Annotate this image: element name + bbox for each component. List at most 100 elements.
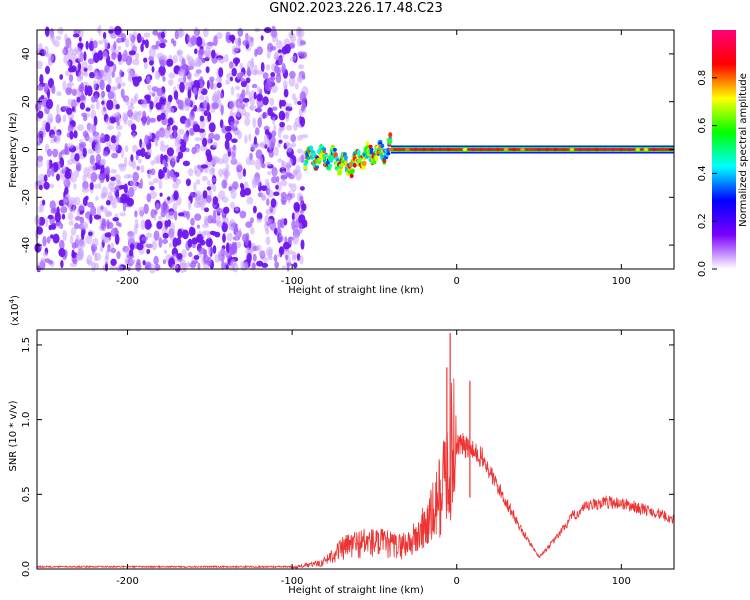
spectrogram-noise-cell: [268, 150, 274, 158]
spectrogram-noise-cell: [232, 263, 239, 273]
spectrogram-noise-cell: [201, 230, 206, 238]
spectrogram-noise-cell: [64, 194, 71, 203]
spectrogram-noise-cell: [281, 46, 288, 55]
spectrogram-noise-cell: [207, 41, 215, 47]
spectrogram-noise-cell: [155, 202, 160, 210]
spectrogram-noise-cell: [171, 263, 179, 270]
spectrogram-noise-cell: [277, 252, 281, 258]
spectrogram-noise-cell: [162, 259, 166, 265]
spectrogram-noise-cell: [256, 46, 263, 56]
spectrogram-signal-cell: [318, 157, 323, 162]
spectrogram-noise-cell: [163, 249, 168, 254]
spectrogram-noise-cell: [79, 102, 85, 110]
spectrogram-band-cell: [511, 147, 517, 152]
spectrogram-noise-cell: [128, 160, 134, 167]
spectrogram-noise-cell: [78, 36, 82, 42]
spectrogram-noise-cell: [55, 113, 61, 124]
spectrogram-noise-cell: [104, 39, 109, 48]
spectrogram-noise-cell: [110, 247, 117, 254]
snr-series: [36, 332, 675, 570]
spectrogram-noise-cell: [207, 111, 212, 123]
spectrogram-noise-cell: [120, 193, 128, 204]
spectrogram-noise-cell: [174, 210, 178, 221]
spectrogram-noise-cell: [278, 232, 283, 238]
spectrogram-signal-cell: [369, 147, 374, 152]
spectrogram-noise-cell: [68, 74, 74, 82]
spectrogram-noise-cell: [95, 100, 100, 110]
spectrogram-noise-cell: [120, 147, 124, 159]
spectrogram-noise-cell: [114, 233, 120, 245]
spectrogram-noise-cell: [297, 27, 302, 38]
spectrogram-noise-cell: [49, 32, 54, 41]
spectrogram-noise-cell: [122, 50, 128, 60]
spectrogram-noise-cell: [278, 139, 283, 144]
spectrogram-noise-cell: [79, 29, 84, 38]
spectrogram-noise-cell: [154, 209, 158, 216]
spectrogram-noise-cell: [231, 67, 237, 77]
spectrogram-noise-cell: [199, 76, 204, 86]
spectrogram-noise-cell: [146, 248, 151, 255]
spectrogram-noise-cell: [200, 144, 208, 152]
spectrogram-noise-cell: [166, 219, 172, 228]
spectrogram-noise-cell: [240, 80, 248, 88]
spectrogram-band-cell: [413, 147, 419, 152]
spectrogram-noise-cell: [110, 117, 116, 124]
spectrogram-noise-cell: [128, 249, 134, 257]
spectrogram-noise-cell: [252, 262, 256, 269]
spectrogram-noise-cell: [239, 210, 247, 219]
spectrogram-noise-cell: [105, 166, 110, 176]
spectrogram-noise-cell: [140, 165, 145, 173]
spectrogram-noise-cell: [260, 192, 266, 197]
spectrogram-noise-cell: [277, 127, 282, 138]
spectrogram-band-cell: [577, 147, 583, 152]
spectrogram-noise-cell: [285, 254, 289, 261]
spectrogram-noise-cell: [109, 180, 116, 186]
spectrogram-noise-cell: [210, 79, 214, 90]
spectrogram-noise-cell: [106, 219, 110, 230]
snr-panel: -200 -100 0 100 0.0 0.5 1.0 1.5 Height of stra…: [8, 295, 675, 596]
spectrogram-noise-cell: [116, 179, 122, 185]
spectrogram-noise-cell: [166, 105, 171, 114]
spectrogram-noise-cell: [190, 35, 197, 46]
spectrogram-noise-cell: [300, 239, 305, 250]
snr-y-ticks: 0.0 0.5 1.0 1.5: [21, 337, 674, 577]
spectrogram-noise-cell: [110, 176, 116, 181]
spectrogram-noise-cell: [61, 213, 66, 220]
spectrogram-noise-cell: [79, 224, 87, 230]
spectrogram-noise-cell: [192, 123, 201, 133]
spectrogram-noise-cell: [262, 72, 269, 80]
spectrogram-noise-cell: [187, 238, 193, 248]
spectrogram-signal-cell: [386, 152, 391, 156]
spectrogram-noise-cell: [194, 26, 199, 35]
spectrogram-noise-cell: [229, 100, 235, 111]
spectrogram-noise-cell: [134, 52, 140, 61]
spectrogram-noise-cell: [144, 134, 150, 146]
spectrogram-noise-cell: [236, 164, 243, 173]
spectrogram-x-tick-label: 0: [454, 276, 460, 287]
spectrogram-noise-cell: [291, 212, 295, 221]
spectrogram-noise-cell: [100, 205, 104, 211]
spectrogram-band-cell: [553, 147, 558, 152]
spectrogram-noise-cell: [289, 70, 296, 79]
spectrogram-noise-cell: [292, 234, 299, 245]
spectrogram-noise-cell: [143, 57, 148, 63]
spectrogram-noise-cell: [54, 211, 61, 223]
spectrogram-noise-cell: [124, 258, 128, 264]
spectrogram-band-cell: [660, 147, 665, 152]
spectrogram-noise-cell: [147, 84, 152, 91]
spectrogram-signal-cell: [315, 165, 320, 169]
spectrogram-noise-cell: [111, 152, 119, 159]
spectrogram-band-cell: [585, 147, 591, 152]
spectrogram-noise-cell: [278, 56, 284, 66]
spectrogram-noise-cell: [167, 156, 171, 163]
spectrogram-noise-cell: [87, 64, 93, 71]
spectrogram-band-cell: [470, 147, 476, 152]
spectrogram-noise-cell: [81, 187, 90, 193]
spectrogram-noise-cell: [219, 92, 224, 99]
spectrogram-noise-cell: [79, 139, 83, 144]
spectrogram-signal-cell: [343, 155, 348, 161]
snr-y-tick-label: 1.5: [21, 337, 32, 353]
spectrogram-noise-cell: [300, 51, 308, 59]
spectrogram-noise-cell: [71, 106, 75, 112]
spectrogram-noise-cell: [211, 49, 216, 59]
